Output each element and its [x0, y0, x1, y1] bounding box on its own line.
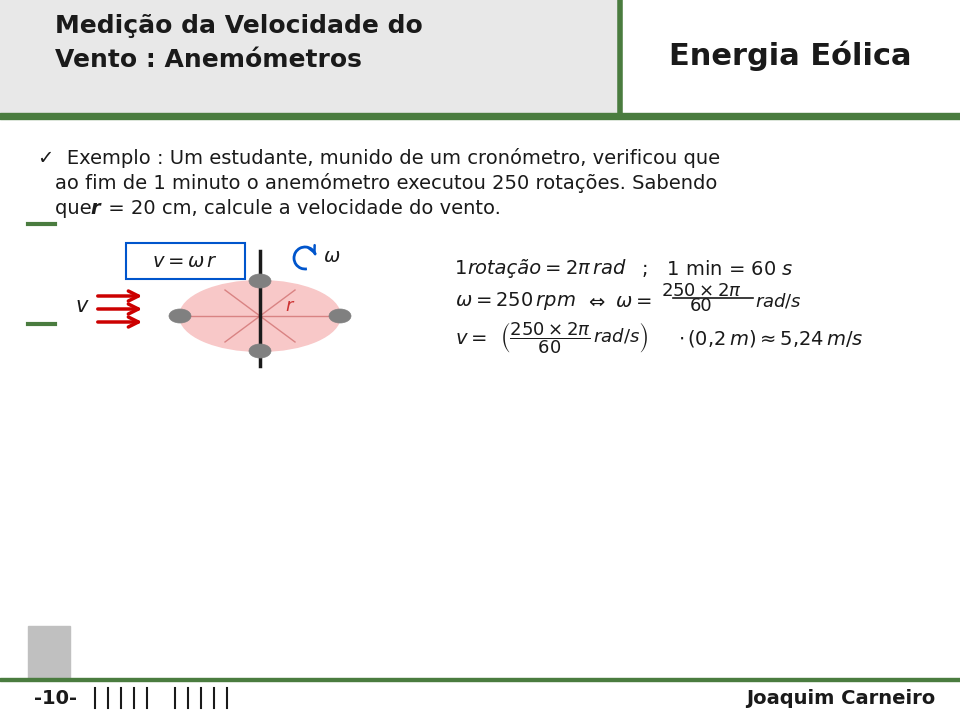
Bar: [620, 0, 960, 116]
Text: ao fim de 1 minuto o anemómetro executou 250 rotações. Sabendo: ao fim de 1 minuto o anemómetro executou…: [55, 173, 717, 193]
FancyBboxPatch shape: [126, 243, 245, 279]
Ellipse shape: [169, 309, 191, 323]
Text: Medição da Velocidade do
Vento : Anemómetros: Medição da Velocidade do Vento : Anemóme…: [55, 14, 422, 72]
Text: $v =$: $v =$: [455, 329, 487, 347]
Ellipse shape: [249, 344, 271, 358]
Text: $\omega$: $\omega$: [323, 246, 341, 266]
Text: Energia Eólica: Energia Eólica: [669, 41, 911, 72]
Text: = 20 cm, calcule a velocidade do vento.: = 20 cm, calcule a velocidade do vento.: [102, 198, 501, 218]
Text: 1: 1: [455, 258, 468, 278]
Text: $r$: $r$: [285, 297, 295, 315]
Text: $v = \omega\, r$: $v = \omega\, r$: [153, 251, 219, 271]
Bar: [28, 626, 70, 678]
Text: que: que: [55, 198, 98, 218]
Ellipse shape: [249, 274, 271, 288]
Text: $\left(\dfrac{250 \times 2\pi}{60}\,rad / s\right)$: $\left(\dfrac{250 \times 2\pi}{60}\,rad …: [500, 320, 649, 356]
Text: $= 2\pi\,rad$: $= 2\pi\,rad$: [535, 258, 627, 278]
Text: $v$: $v$: [75, 296, 89, 316]
Ellipse shape: [329, 309, 351, 323]
Text: 60: 60: [689, 297, 712, 315]
Text: -10-: -10-: [34, 689, 77, 707]
Text: $\Leftrightarrow$: $\Leftrightarrow$: [585, 291, 606, 311]
Text: $250 \times 2\pi$: $250 \times 2\pi$: [660, 282, 741, 300]
Bar: [0, 0, 620, 116]
Text: $\omega = 250\,rpm$: $\omega = 250\,rpm$: [455, 290, 576, 312]
Text: Joaquim Carneiro: Joaquim Carneiro: [746, 689, 935, 707]
Text: $rad / s$: $rad / s$: [755, 291, 802, 311]
Text: $\omega =$: $\omega =$: [615, 291, 652, 311]
Text: $\cdot\,(0{,}2\,m) \approx 5{,}24\,m / s$: $\cdot\,(0{,}2\,m) \approx 5{,}24\,m / s…: [678, 327, 864, 349]
Text: r: r: [90, 198, 100, 218]
Text: ;   1 min = 60 $s$: ; 1 min = 60 $s$: [623, 258, 794, 279]
Text: ✓  Exemplo : Um estudante, munido de um cronómetro, verificou que: ✓ Exemplo : Um estudante, munido de um c…: [38, 148, 720, 168]
Text: rotação: rotação: [467, 258, 541, 278]
Ellipse shape: [180, 281, 340, 351]
